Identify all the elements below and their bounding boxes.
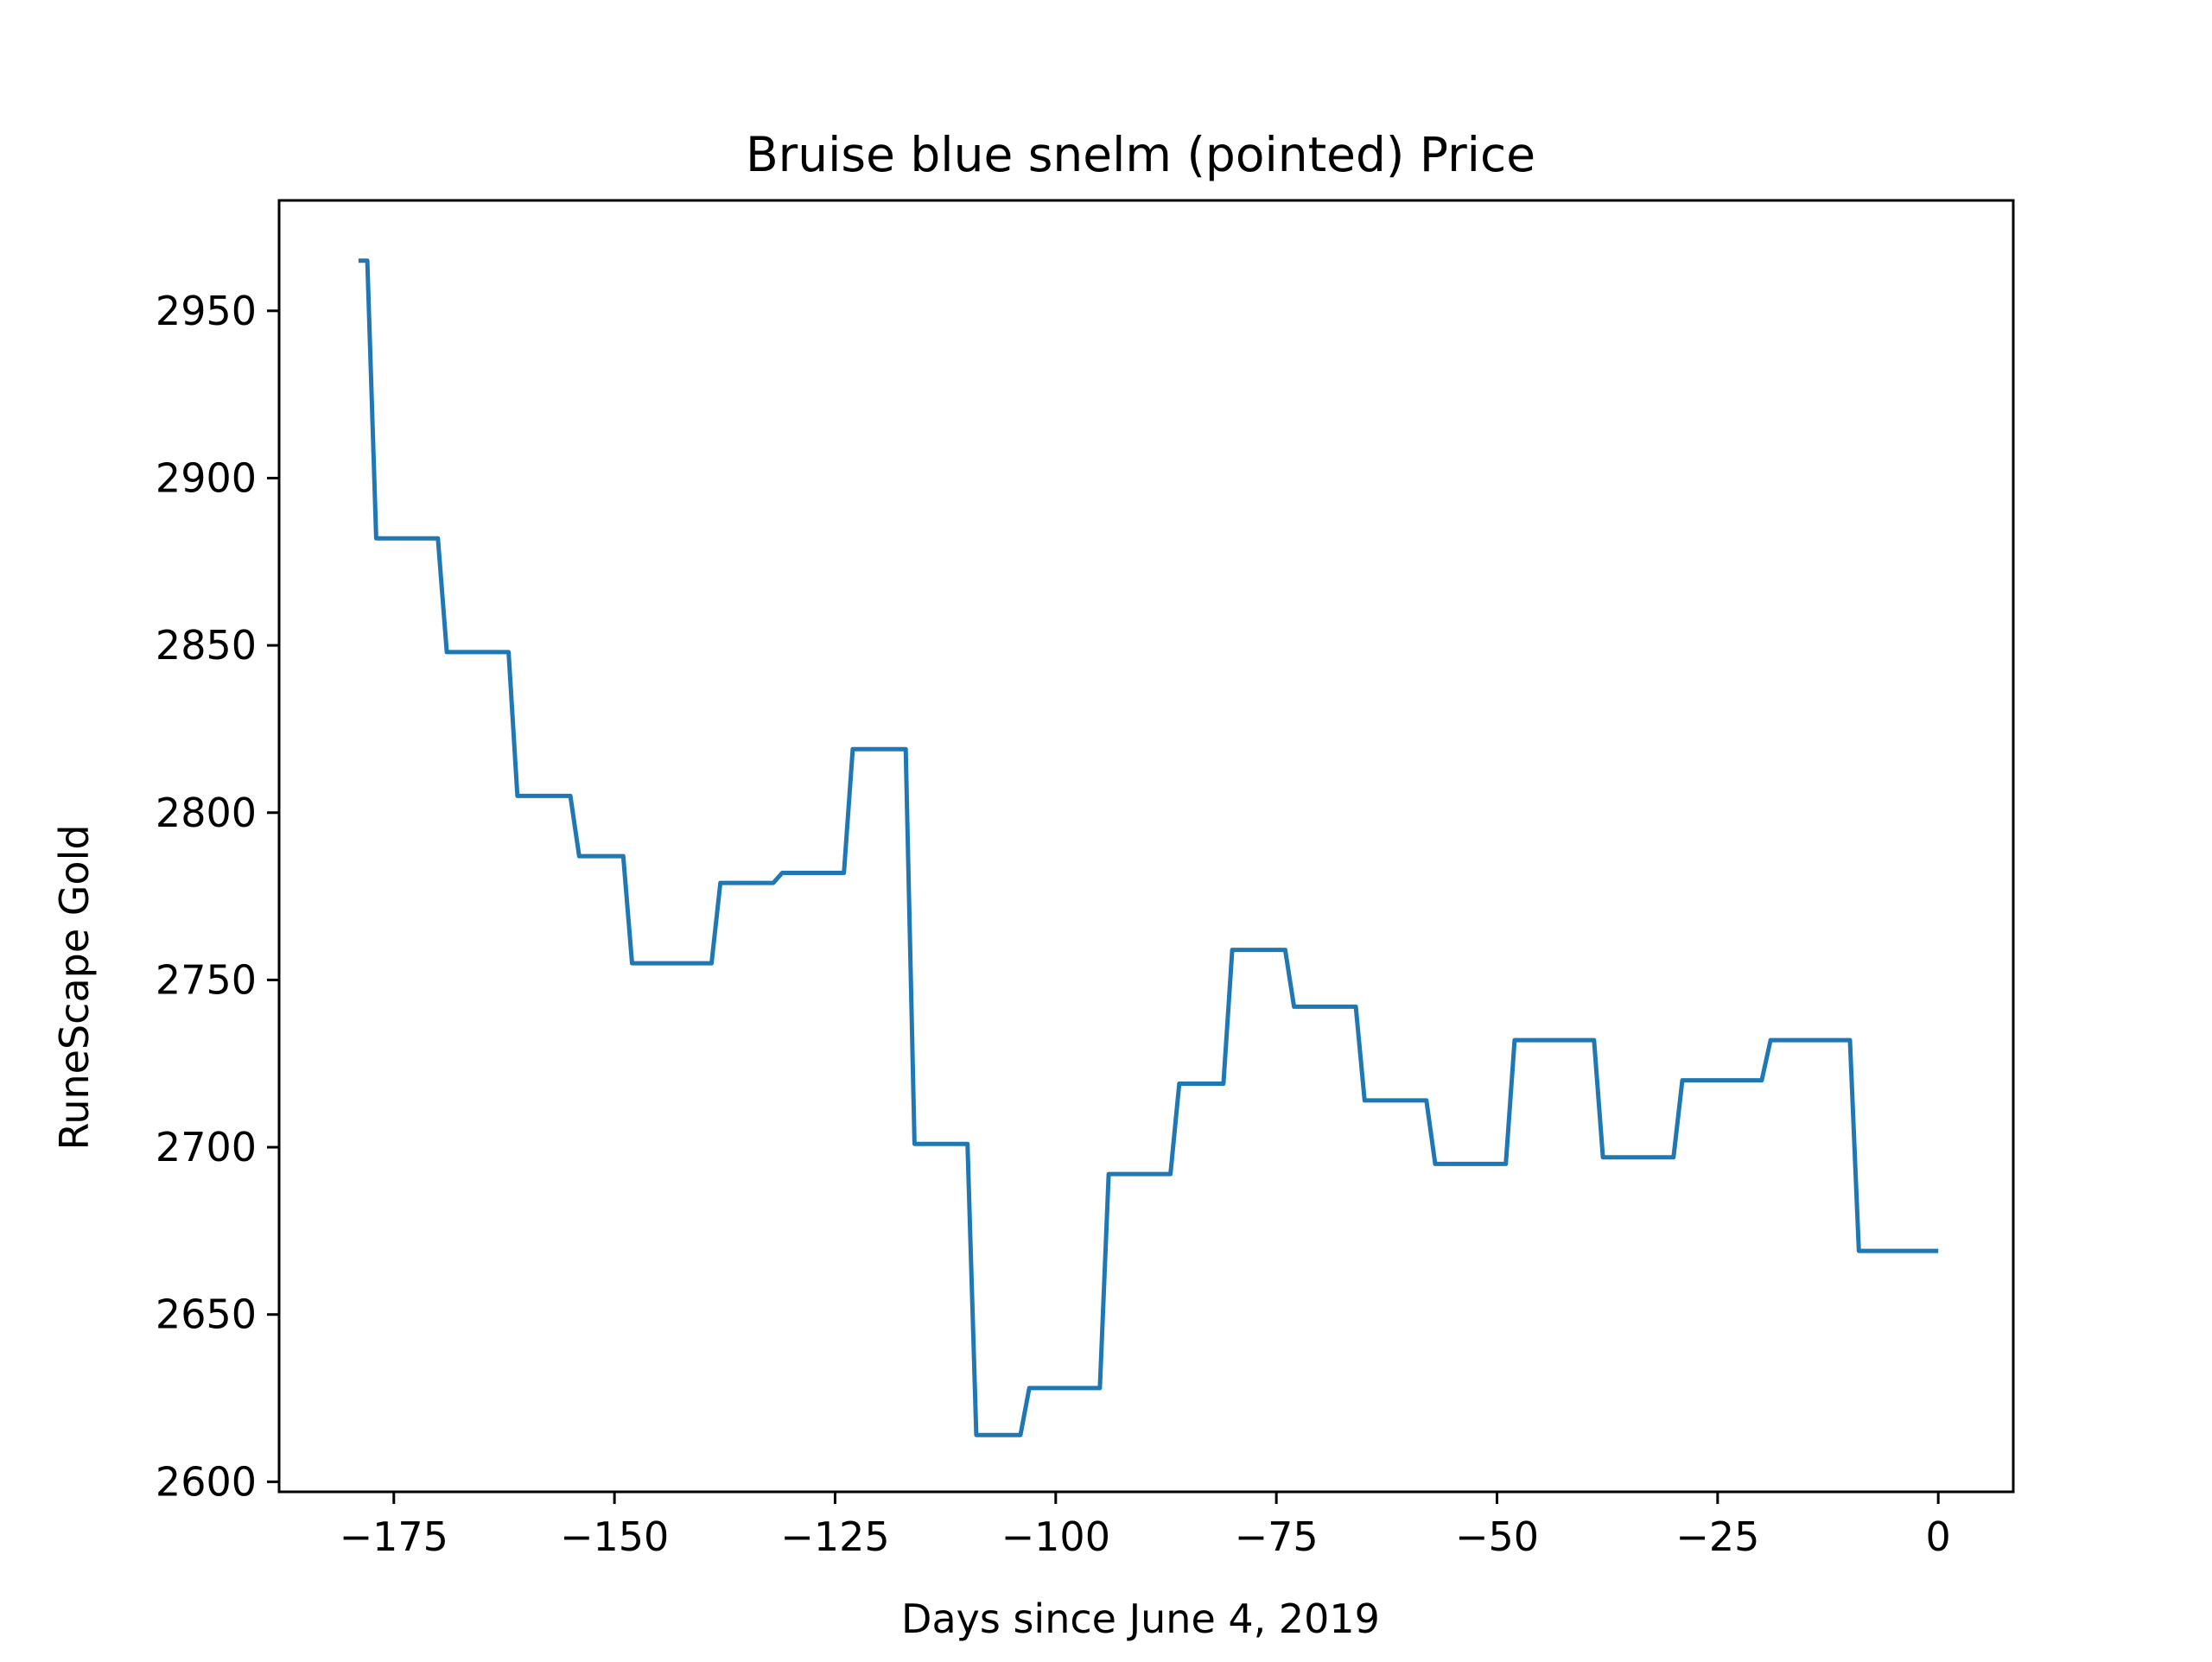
y-axis-ticks: 2600 2650 2700 2750 2800 2850 2900 2950 bbox=[156, 288, 279, 1505]
chart-title: Bruise blue snelm (pointed) Price bbox=[746, 127, 1535, 182]
y-tick-label: 2650 bbox=[156, 1291, 257, 1338]
price-line bbox=[358, 258, 1939, 1437]
y-tick-label: 2750 bbox=[156, 956, 257, 1003]
x-axis-ticks: −175 −150 −125 −100 −75 −50 −25 0 bbox=[340, 1492, 1951, 1560]
y-axis-label: RuneScape Gold bbox=[51, 824, 98, 1150]
y-tick-label: 2900 bbox=[156, 454, 257, 501]
y-tick-label: 2600 bbox=[156, 1458, 257, 1505]
x-axis-label: Days since June 4, 2019 bbox=[901, 1595, 1380, 1642]
y-tick-label: 2850 bbox=[156, 622, 257, 669]
x-tick-label: −75 bbox=[1235, 1513, 1319, 1560]
y-tick-label: 2800 bbox=[156, 790, 257, 836]
x-tick-label: −125 bbox=[780, 1513, 889, 1560]
x-tick-label: 0 bbox=[1926, 1513, 1951, 1560]
x-tick-label: −50 bbox=[1455, 1513, 1539, 1560]
x-tick-label: −100 bbox=[1001, 1513, 1110, 1560]
x-tick-label: −175 bbox=[340, 1513, 448, 1560]
series-layer bbox=[358, 258, 1939, 1437]
x-tick-label: −25 bbox=[1675, 1513, 1759, 1560]
plot-area bbox=[277, 199, 2015, 1494]
y-tick-label: 2700 bbox=[156, 1124, 257, 1170]
x-tick-label: −150 bbox=[560, 1513, 669, 1560]
y-tick-label: 2950 bbox=[156, 288, 257, 334]
axes-frame bbox=[277, 199, 2015, 1494]
